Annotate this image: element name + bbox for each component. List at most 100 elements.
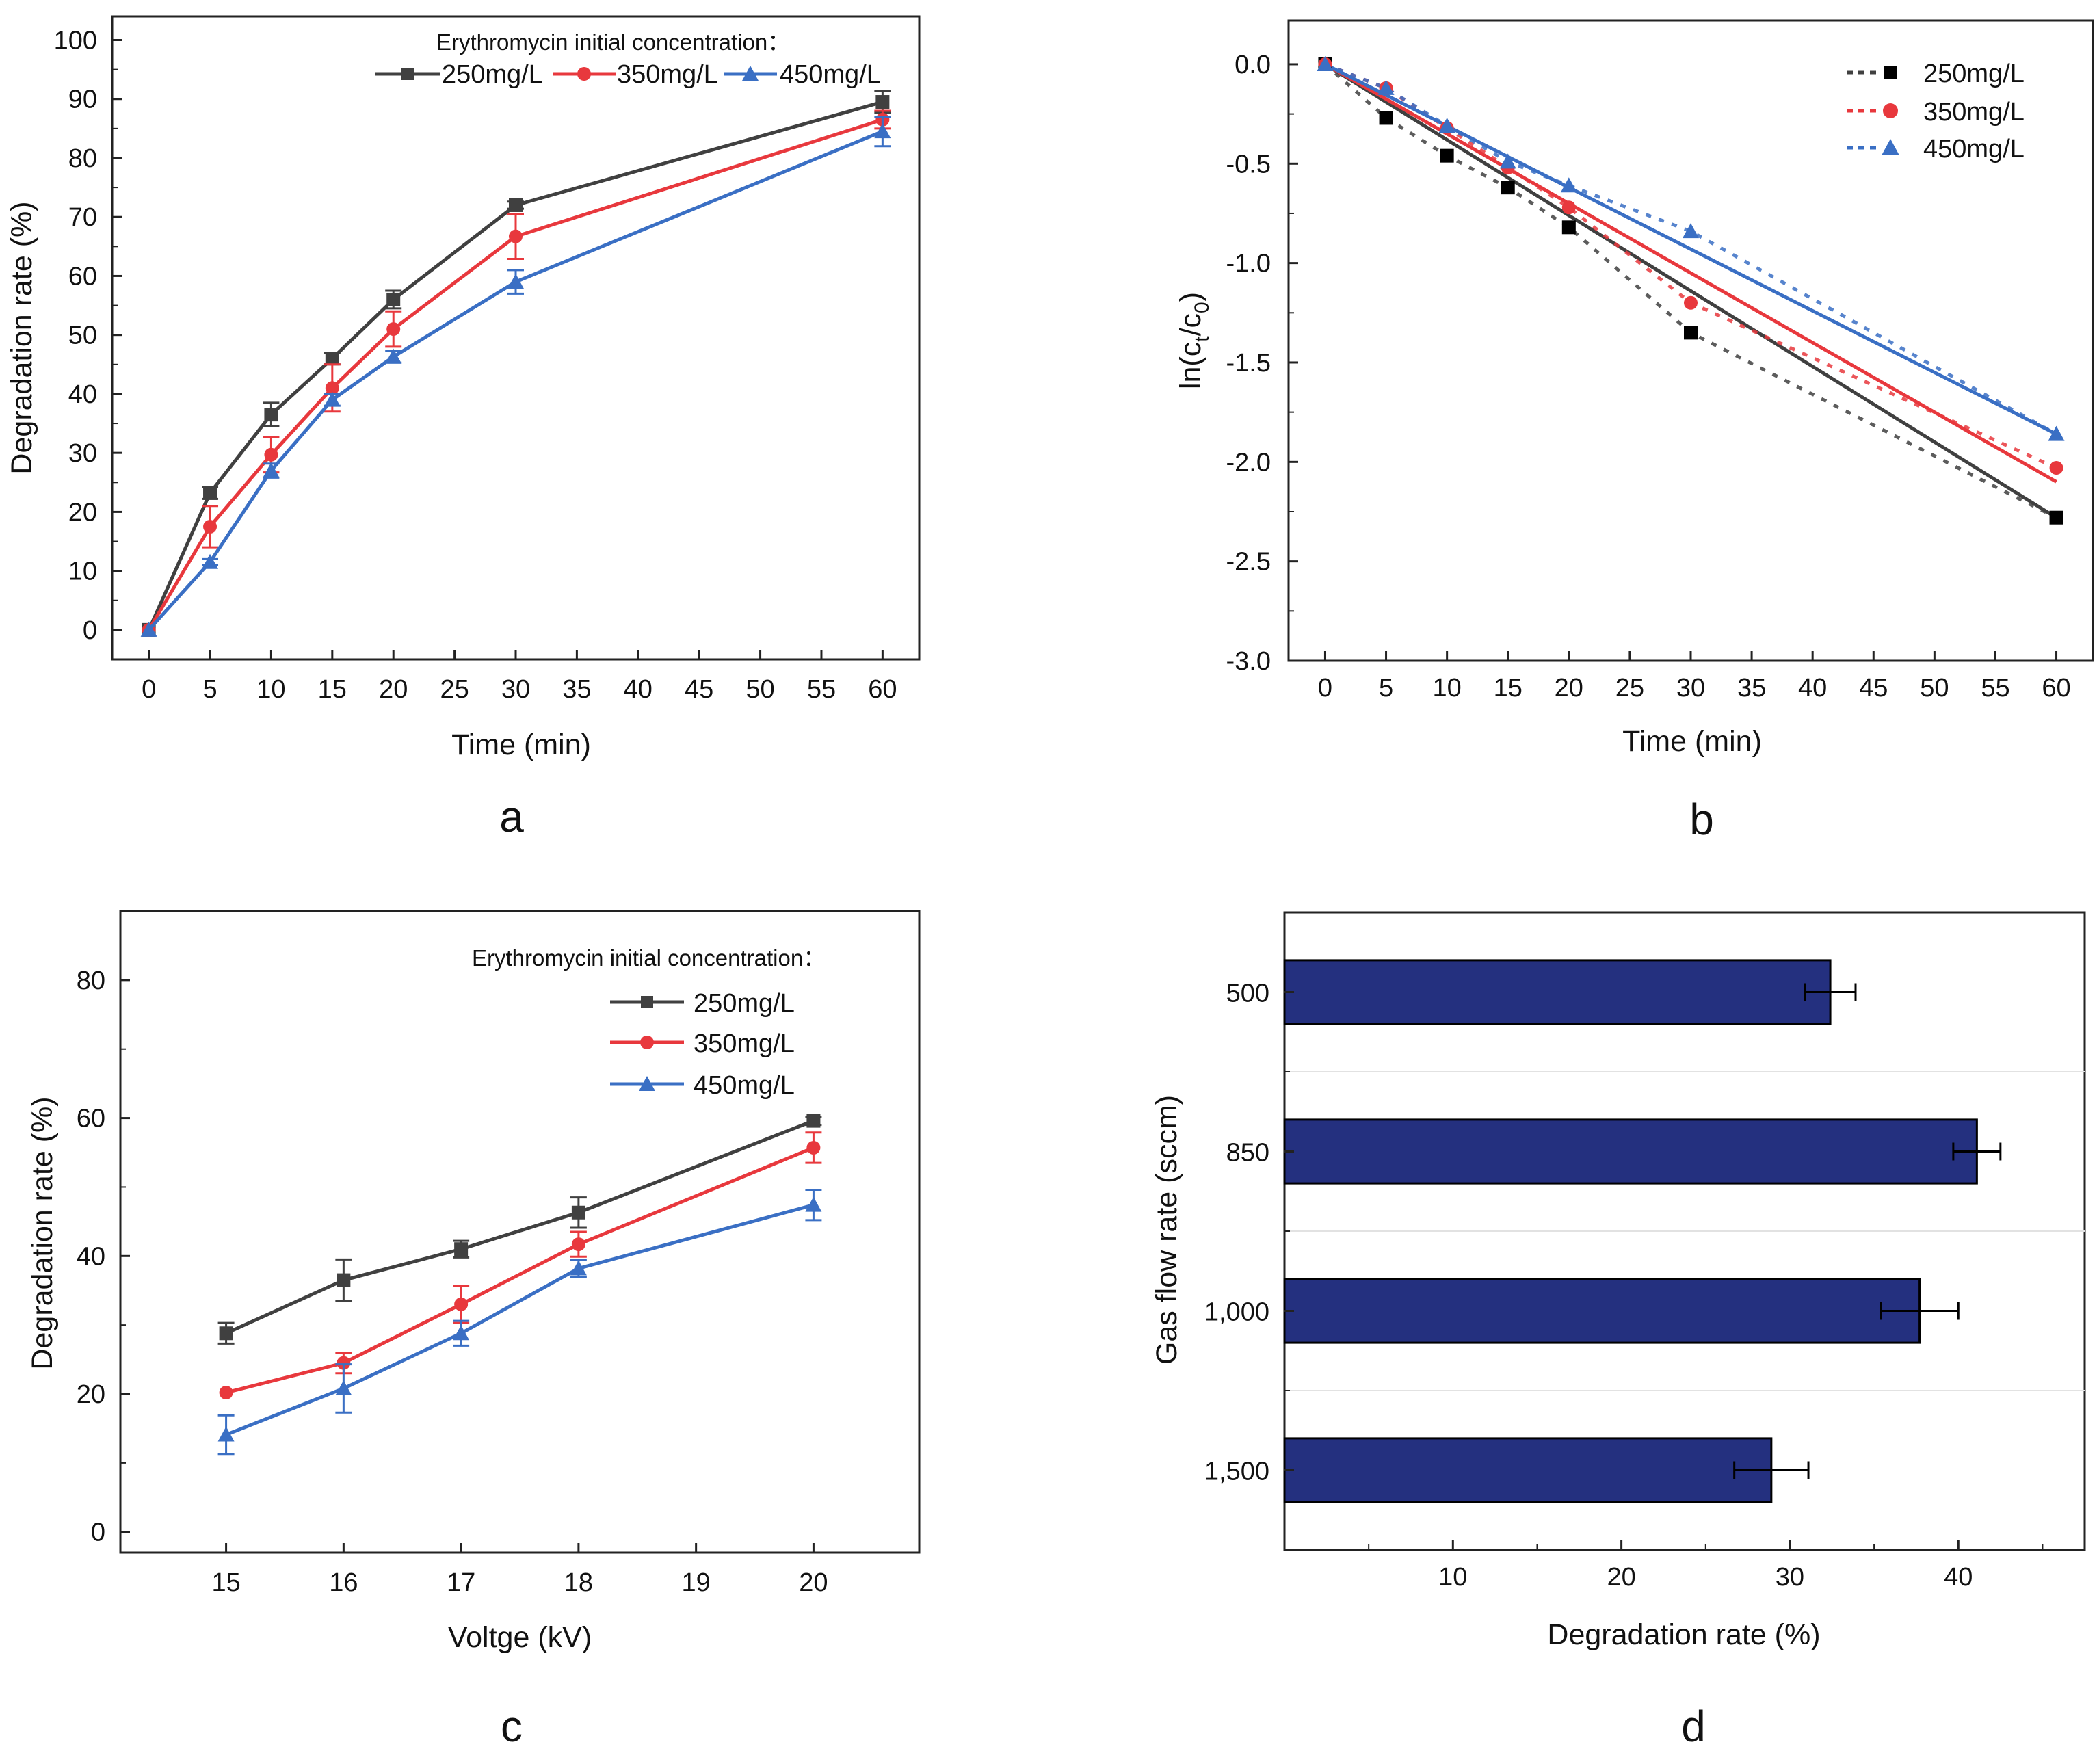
c-data-point-250mg/L [571, 1205, 585, 1220]
panel-c-legend-label-250: 250mg/L [694, 989, 795, 1018]
a-data-point-450mg/L [385, 348, 402, 364]
panel-c-series [217, 1114, 822, 1456]
c-data-point-450mg/L [453, 1325, 470, 1341]
a-x-tick-label: 50 [746, 675, 774, 704]
panel-a-label: a [499, 792, 524, 841]
b-y-tick-label: -2.0 [1226, 448, 1271, 477]
b-y-tick-label: -2.5 [1226, 548, 1271, 577]
panel-b-legend-label-250: 250mg/L [1923, 60, 2025, 88]
a-x-tick-label: 15 [318, 675, 347, 704]
panel-d-x-axis-title: Degradation rate (%) [1547, 1618, 1820, 1651]
panel-d-y-ticks: 500 850 1,000 1,500 [1204, 979, 1294, 1486]
d-x-tick-label: 30 [1776, 1563, 1804, 1592]
panel-c-legend-marker-350 [640, 1036, 654, 1049]
panel-c-y-axis-title: Degradation rate (%) [26, 1096, 59, 1369]
panel-a-legend: Erythromycin initial concentration： 250m… [375, 29, 881, 89]
b-data-point-450mg/L [1560, 177, 1577, 193]
c-data-point-250mg/L [454, 1242, 469, 1256]
a-x-tick-label: 5 [202, 675, 217, 704]
c-data-point-450mg/L [335, 1380, 352, 1395]
a-y-tick-label: 70 [68, 203, 97, 232]
b-x-tick-label: 40 [1798, 674, 1827, 702]
b-y-tick-label: -1.0 [1226, 250, 1271, 278]
b-fit-line-250mg/L [1324, 62, 2057, 519]
panel-b-legend-marker-250 [1884, 66, 1897, 79]
c-data-point-450mg/L [805, 1196, 822, 1212]
a-y-tick-label: 10 [68, 557, 97, 586]
a-data-point-450mg/L [263, 462, 280, 478]
panel-c-legend-marker-250 [641, 996, 653, 1008]
a-x-tick-label: 0 [142, 675, 156, 704]
d-y-tick-label: 1,000 [1204, 1298, 1269, 1327]
panel-d-bars [1283, 959, 2002, 1503]
panel-a-legend-marker-350 [577, 67, 591, 81]
d-bar-500 [1283, 959, 1832, 1025]
panel-a-series [140, 90, 891, 637]
panel-c: 15 16 17 18 19 20 0 20 40 60 80 Voltge (kV) Degra… [26, 910, 921, 1751]
panel-c-legend-marker-450 [639, 1076, 655, 1091]
a-y-tick-label: 30 [68, 439, 97, 468]
b-data-point-250mg/L [1561, 220, 1576, 235]
panel-d-x-ticks: 10 20 30 40 [1368, 1540, 2044, 1592]
c-x-tick-label: 15 [211, 1568, 240, 1597]
a-data-point-450mg/L [324, 391, 341, 407]
c-series-line-350mg/L [225, 1146, 815, 1395]
panel-b-series [1317, 55, 2065, 525]
c-data-point-250mg/L [806, 1114, 821, 1128]
panel-d-label: d [1681, 1702, 1706, 1751]
a-series-line-250mg/L [147, 100, 884, 631]
panel-a-legend-label-350: 350mg/L [617, 60, 718, 89]
b-x-tick-label: 50 [1920, 674, 1949, 702]
a-data-point-450mg/L [202, 553, 219, 569]
b-data-point-450mg/L [1317, 55, 1334, 71]
a-data-point-250mg/L [386, 292, 401, 306]
panel-c-x-ticks: 15 16 17 18 19 20 [211, 1543, 828, 1597]
panel-c-label: c [501, 1702, 523, 1751]
a-data-point-350mg/L [264, 447, 278, 462]
d-y-tick-label: 850 [1226, 1139, 1269, 1168]
a-y-tick-label: 50 [68, 321, 97, 350]
d-y-tick-label: 500 [1226, 979, 1269, 1008]
panel-a-frame [111, 15, 921, 661]
c-x-tick-label: 17 [447, 1568, 475, 1597]
c-data-point-450mg/L [570, 1260, 587, 1276]
a-x-tick-label: 30 [501, 675, 530, 704]
d-bar-1,500 [1283, 1437, 1773, 1503]
c-y-tick-label: 20 [77, 1380, 105, 1409]
b-x-tick-label: 45 [1859, 674, 1888, 702]
b-x-tick-label: 25 [1615, 674, 1644, 702]
a-data-point-350mg/L [386, 322, 401, 337]
panel-a-x-axis-title: Time (min) [451, 728, 591, 761]
panel-b-y-ticks: 0.0 -0.5 -1.0 -1.5 -2.0 -2.5 -3.0 [1226, 51, 1298, 676]
a-y-tick-label: 80 [68, 144, 97, 173]
c-y-tick-label: 80 [77, 966, 105, 995]
a-x-tick-label: 45 [685, 675, 713, 704]
a-data-point-350mg/L [325, 381, 339, 395]
b-data-point-350mg/L [2049, 461, 2063, 475]
panel-a-legend-label-450: 450mg/L [780, 60, 881, 89]
c-data-point-250mg/L [337, 1273, 351, 1287]
b-data-point-450mg/L [1499, 153, 1516, 169]
panel-b: 0 5 10 15 20 25 30 35 40 45 50 55 60 0.0 -0.5 -1.0 -1.5… [1174, 19, 2094, 844]
panel-c-x-axis-title: Voltge (kV) [448, 1621, 592, 1654]
panel-d: 10 20 30 40 500 850 1,000 1,500 Degradation ra… [1150, 911, 2086, 1751]
a-x-tick-label: 20 [379, 675, 408, 704]
panel-c-legend-title: Erythromycin initial concentration： [472, 945, 826, 971]
panel-b-label: b [1689, 795, 1714, 844]
b-data-point-350mg/L [1561, 200, 1576, 215]
a-data-point-250mg/L [264, 408, 278, 422]
b-y-tick-label: -1.5 [1226, 349, 1271, 378]
panel-a-legend-title: Erythromycin initial concentration： [436, 29, 790, 55]
a-x-tick-label: 55 [807, 675, 836, 704]
a-data-point-350mg/L [203, 519, 217, 534]
c-x-tick-label: 18 [564, 1568, 593, 1597]
c-x-tick-label: 20 [799, 1568, 828, 1597]
panel-b-legend-label-350: 350mg/L [1923, 98, 2025, 127]
b-x-tick-label: 30 [1676, 674, 1705, 702]
c-data-point-350mg/L [454, 1297, 469, 1311]
c-y-tick-label: 60 [77, 1105, 105, 1133]
a-data-point-250mg/L [875, 95, 890, 109]
panel-d-y-axis-title: Gas flow rate (sccm) [1150, 1095, 1183, 1365]
b-data-point-250mg/L [1501, 181, 1515, 195]
